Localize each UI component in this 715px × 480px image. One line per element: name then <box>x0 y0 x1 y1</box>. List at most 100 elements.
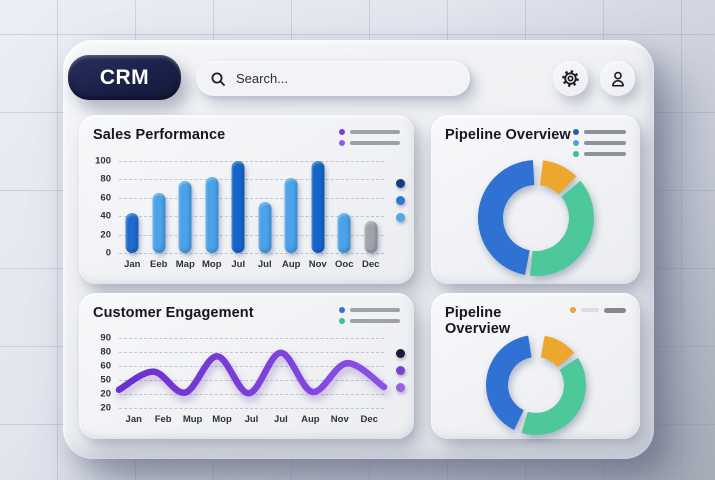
x-tick-label: Jan <box>125 414 142 425</box>
x-tick-label: Nov <box>308 259 327 270</box>
legend-dot <box>339 318 345 324</box>
customer-engagement-card: Customer Engagement 90 80 60 50 20 20 Jan Feb M… <box>79 293 414 439</box>
side-dot <box>396 366 405 375</box>
y-tick-label: 60 <box>100 192 111 204</box>
legend-row <box>339 140 400 146</box>
gear-icon <box>562 70 579 87</box>
x-tick-label: Eeb <box>150 259 168 270</box>
search-bar[interactable] <box>196 61 470 96</box>
x-tick-label: Mop <box>201 259 222 270</box>
legend-dot <box>339 307 345 313</box>
gridline <box>119 253 384 254</box>
legend-row <box>570 307 626 313</box>
donut-segment-green <box>520 357 586 435</box>
x-tick-label: Jul <box>274 414 288 425</box>
gridline <box>119 161 384 162</box>
x-tick-label: Ooc <box>335 259 354 270</box>
pipeline-overview-card-bottom: Pipeline Overview <box>431 293 640 439</box>
legend-row <box>339 318 400 324</box>
gridline <box>119 380 384 381</box>
y-tick-label: 20 <box>100 402 111 414</box>
profile-button[interactable] <box>600 61 635 96</box>
chart-side-dots <box>396 349 405 392</box>
legend-dot <box>339 140 345 146</box>
bar <box>205 176 219 253</box>
bar <box>364 220 378 253</box>
legend-row <box>339 129 400 135</box>
side-dot <box>396 349 405 358</box>
y-tick-label: 0 <box>105 247 111 259</box>
search-input[interactable] <box>234 70 456 87</box>
bar-chart-plot <box>119 161 384 254</box>
x-tick-label: Jul <box>257 259 272 270</box>
legend-line <box>584 130 626 134</box>
y-tick-label: 80 <box>100 173 111 185</box>
sales-performance-card: Sales Performance 100 80 60 40 20 0 Jan Eeb Map… <box>79 115 414 284</box>
legend-row <box>573 129 626 135</box>
legend-dot <box>573 140 579 146</box>
side-dot <box>396 383 405 392</box>
line-chart-plot <box>115 338 388 409</box>
x-tick-label: Mup <box>182 414 203 425</box>
legend-line <box>350 318 400 324</box>
legend-line <box>604 307 626 313</box>
crm-dashboard-panel: CRM Sales Performance <box>63 40 654 459</box>
bar <box>231 161 245 253</box>
bar <box>284 177 298 253</box>
user-icon <box>611 71 624 86</box>
legend-row <box>573 140 626 146</box>
y-tick-label: 80 <box>100 346 111 358</box>
x-tick-label: Aup <box>282 259 301 270</box>
chart-legend <box>339 305 400 324</box>
x-tick-label: Jul <box>244 414 259 425</box>
x-tick-label: Jan <box>124 259 141 270</box>
card-title: Pipeline Overview <box>445 127 571 143</box>
y-tick-label: 20 <box>100 388 111 400</box>
pipeline-overview-card-top: Pipeline Overview <box>431 115 640 284</box>
legend-line <box>350 140 400 146</box>
chart-legend <box>339 127 400 146</box>
y-axis: 100 80 60 40 20 0 <box>93 156 119 257</box>
gridline <box>119 366 384 367</box>
bar <box>178 181 192 253</box>
bar <box>125 212 139 253</box>
line-path <box>115 349 388 397</box>
side-dot <box>396 213 405 222</box>
x-tick-label: Mop <box>212 414 232 425</box>
legend-line <box>584 141 626 145</box>
y-tick-label: 40 <box>100 210 111 222</box>
crm-logo[interactable]: CRM <box>68 55 181 100</box>
legend-line <box>350 129 400 135</box>
x-axis: Jan Feb Mup Mop Jul Jul Aup Nov Dec <box>119 414 384 425</box>
legend-line <box>350 307 400 313</box>
x-tick-label: Dec <box>360 414 378 425</box>
x-tick-label: Feb <box>154 414 172 425</box>
donut-segment-blue <box>477 160 534 275</box>
donut-segment-green <box>529 180 594 276</box>
gridline <box>119 216 384 218</box>
side-dot <box>396 179 405 188</box>
side-dot <box>396 196 405 205</box>
settings-button[interactable] <box>553 61 588 96</box>
y-tick-label: 90 <box>100 332 111 344</box>
y-tick-label: 100 <box>95 155 111 167</box>
legend-row <box>573 151 626 157</box>
card-title: Pipeline Overview <box>445 305 511 337</box>
donut-chart-svg <box>485 335 586 435</box>
bar <box>152 193 166 253</box>
gridline <box>119 234 384 236</box>
search-icon <box>211 72 225 86</box>
legend-row <box>339 307 400 313</box>
donut-chart-svg <box>477 160 594 276</box>
card-title: Customer Engagement <box>93 305 254 321</box>
card-title: Sales Performance <box>93 127 226 143</box>
x-tick-label: Aup <box>301 414 320 425</box>
bar <box>258 202 272 253</box>
donut-segment-orange <box>539 160 576 195</box>
donut-chart <box>445 155 626 281</box>
donut-chart <box>445 333 626 437</box>
gridline <box>119 179 384 181</box>
x-tick-label: Dec <box>362 259 380 270</box>
legend-line <box>581 308 599 312</box>
